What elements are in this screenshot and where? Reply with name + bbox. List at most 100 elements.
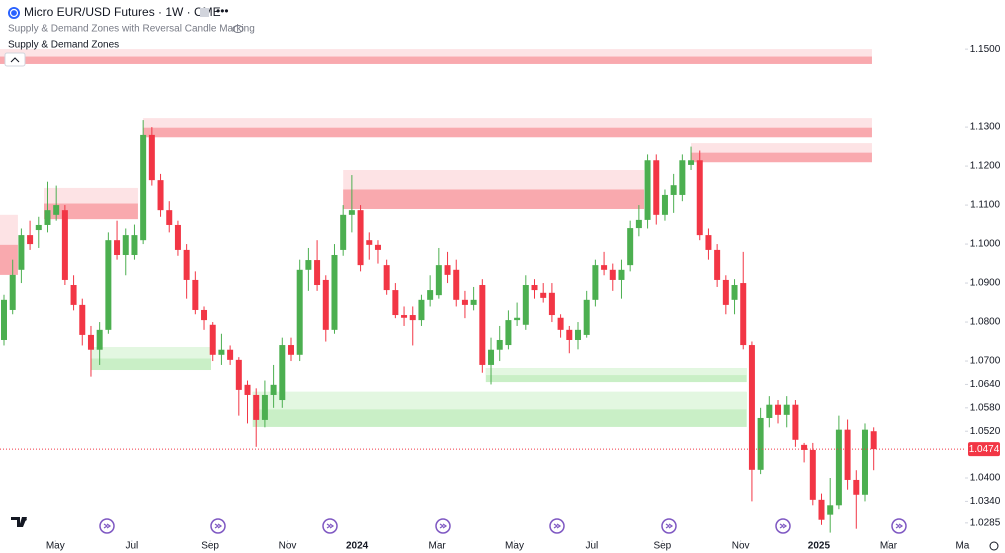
candle-body [96, 329, 103, 350]
candle-body [618, 269, 625, 280]
y-tick-label: 1.0285 [970, 517, 1001, 528]
event-marker-arrow [553, 523, 562, 529]
candle-body [340, 214, 347, 250]
logo[interactable] [11, 517, 27, 527]
candle-body [861, 429, 868, 495]
candle-body [479, 285, 486, 365]
candle-body [679, 160, 686, 195]
candle-body [696, 160, 703, 236]
supply-zone-core [0, 56, 872, 64]
candle-body [166, 210, 173, 225]
candle-body [409, 315, 416, 321]
candle-body [731, 285, 738, 300]
candle-body [79, 304, 86, 335]
y-tick-label: 1.1000 [970, 239, 1001, 250]
y-tick-label: 1.0340 [970, 496, 1001, 507]
candle-body [201, 309, 208, 321]
candle-body [844, 429, 851, 480]
candle-body [270, 384, 277, 395]
x-tick-label: Nov [279, 541, 297, 552]
candle-body [192, 279, 199, 310]
event-marker-arrow [665, 523, 674, 529]
candle-body [314, 260, 321, 286]
candle-body [27, 235, 34, 245]
y-tick-label: 1.0700 [970, 356, 1001, 367]
candle-body [809, 449, 816, 500]
last-price-tag [968, 442, 1000, 457]
event-marker-arrow [214, 523, 223, 529]
settings-icon[interactable] [989, 541, 999, 551]
supply-zone-core [691, 152, 872, 163]
indicator-name[interactable]: Supply & Demand Zones [8, 40, 119, 51]
x-tick-label: Sep [653, 541, 671, 552]
x-tick-label: Mar [880, 541, 898, 552]
candle-body [122, 235, 129, 255]
last-price-label: 1.0474 [969, 444, 1000, 455]
candle-body [505, 320, 512, 346]
candle-body [853, 479, 860, 495]
x-tick-label: Jul [125, 541, 138, 552]
candle-body [740, 283, 747, 346]
candle-body [1, 299, 8, 340]
candle-body [540, 292, 547, 298]
candle-body [235, 359, 242, 390]
candle-body [61, 210, 68, 280]
candle-body [670, 185, 677, 195]
candle-body [531, 285, 538, 291]
candle-body [427, 290, 434, 300]
candle-body [70, 285, 77, 305]
candle-body [461, 299, 468, 305]
x-tick-label: 2025 [808, 541, 831, 552]
candle-body [522, 285, 529, 325]
more-menu[interactable]: ••• [216, 4, 229, 18]
candle-body [661, 194, 668, 215]
demand-zone-core [485, 368, 747, 376]
candle-body [775, 404, 782, 415]
candle-body [435, 265, 442, 296]
candle-body [331, 254, 338, 330]
zones [0, 49, 872, 427]
candle-body [601, 265, 608, 270]
event-marker-arrow [103, 523, 112, 529]
candle-body [209, 324, 216, 355]
candle-body [287, 345, 294, 355]
candle-body [496, 339, 503, 350]
y-tick-label: 1.0520 [970, 426, 1001, 437]
y-tick-label: 1.0800 [970, 317, 1001, 328]
candle-body [87, 334, 94, 350]
collapse-button[interactable] [4, 52, 26, 67]
y-tick-label: 1.1300 [970, 122, 1001, 133]
candle-body [592, 265, 599, 300]
y-tick-label: 1.0900 [970, 278, 1001, 289]
candle-body [9, 274, 16, 310]
event-marker-arrow [326, 523, 335, 529]
y-tick-label: 1.1100 [970, 200, 1000, 211]
visibility-icon[interactable] [232, 25, 244, 33]
candle-body [383, 265, 390, 291]
candle-body [766, 404, 773, 418]
event-marker-arrow [779, 523, 788, 529]
candle-body [514, 317, 521, 321]
x-tick-label: May [505, 541, 524, 552]
overlay: 1.1500 1.1300 1.1200 1.1100 1.1000 1.0900 1.08… [0, 44, 1001, 552]
candle-body [801, 444, 808, 450]
symbol-title[interactable]: Micro EUR/USD Futures · 1W · CME [24, 5, 221, 19]
candle-body [44, 210, 51, 225]
flag-icon[interactable] [200, 8, 209, 17]
candle-body [705, 235, 712, 250]
candle-body [279, 345, 286, 401]
demand-zone-core [90, 347, 211, 359]
indicator-title[interactable]: Supply & Demand Zones with Reversal Cand… [8, 24, 255, 35]
candle-body [488, 349, 495, 365]
x-tick-label: Sep [201, 541, 219, 552]
candle-body [714, 249, 721, 280]
collapse-arrow [10, 57, 20, 63]
candle-body [157, 180, 164, 211]
candle-body [140, 134, 147, 241]
y-tick-label: 1.1200 [970, 161, 1001, 172]
candle-body [322, 279, 329, 330]
candle-body [827, 505, 834, 515]
candle-body [548, 292, 555, 316]
